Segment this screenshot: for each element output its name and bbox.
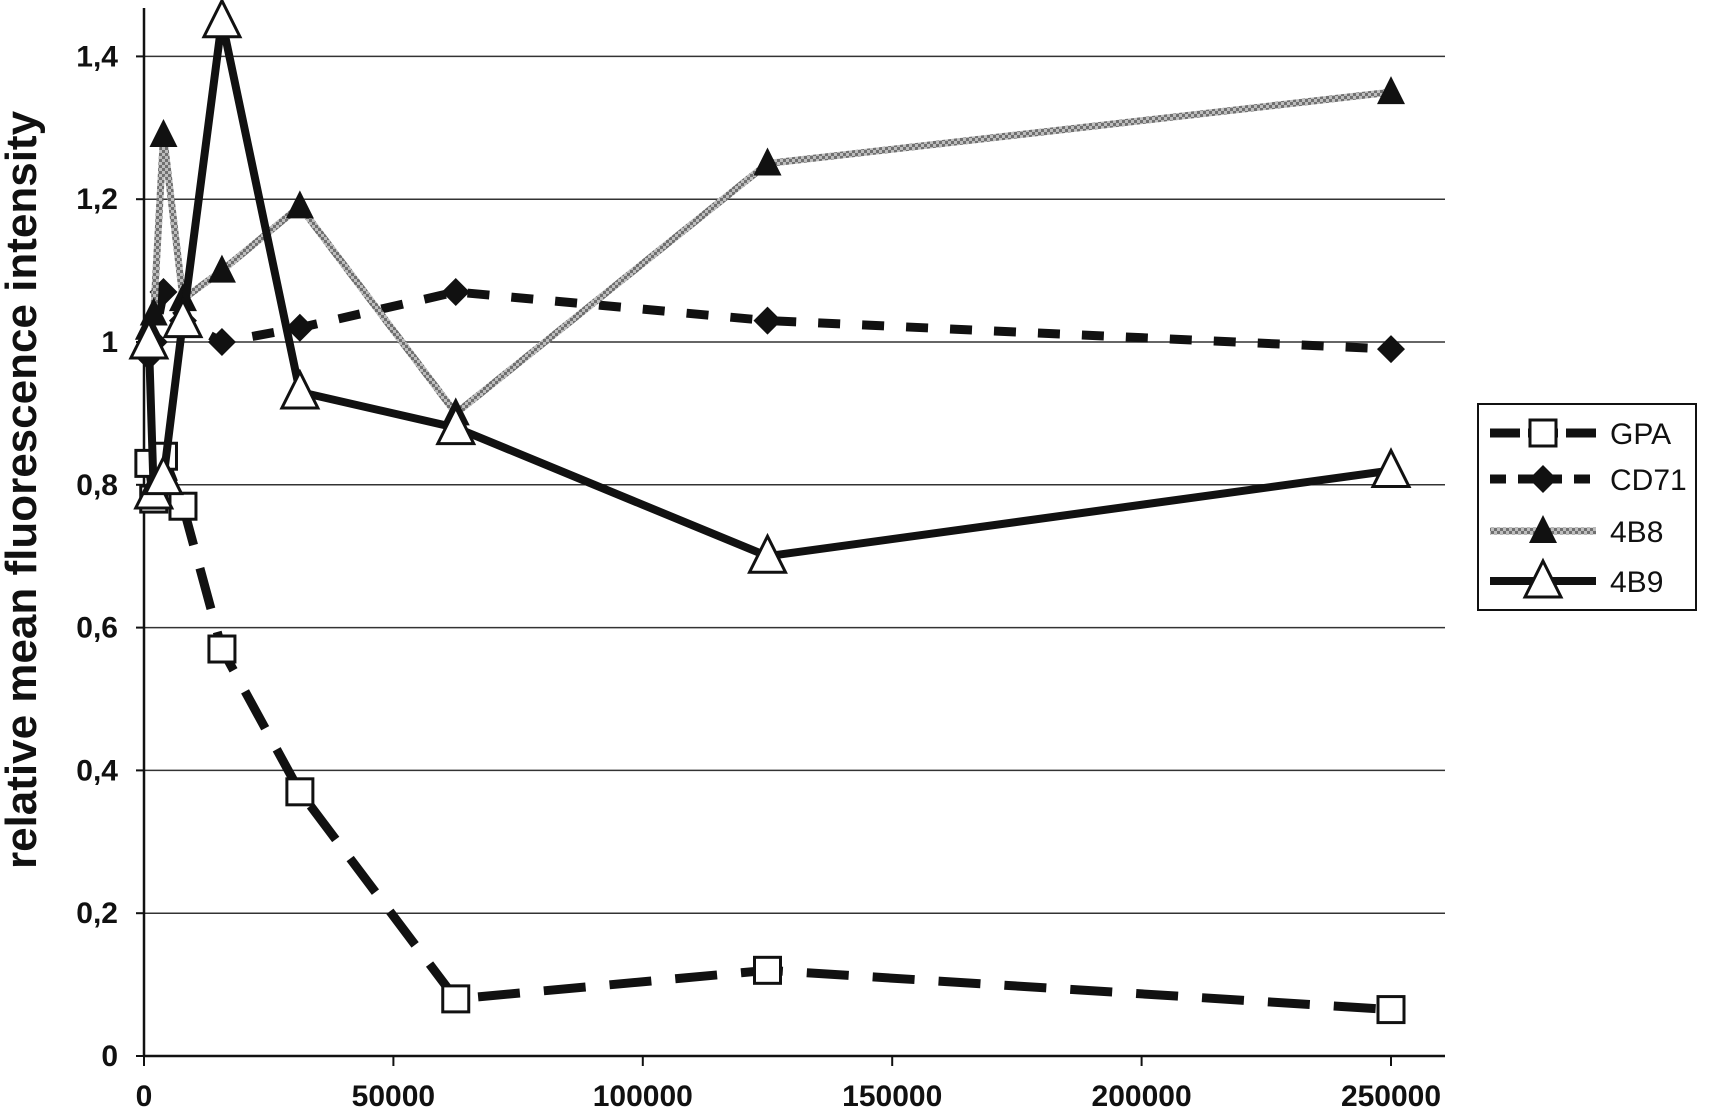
data-point-4b8 xyxy=(286,190,314,218)
series-4b9 xyxy=(131,1,1409,573)
data-point-gpa xyxy=(443,986,469,1012)
y-tick-label: 0,4 xyxy=(76,754,118,787)
data-point-4b8 xyxy=(149,119,177,147)
data-point-cd71 xyxy=(208,328,236,356)
y-tick-label: 0 xyxy=(101,1040,118,1073)
data-point-cd71 xyxy=(754,307,782,335)
data-point-gpa xyxy=(1378,997,1404,1023)
y-axis-title: relative mean fluorescence intensity xyxy=(0,110,46,869)
legend-label-gpa: GPA xyxy=(1610,418,1671,451)
data-point-cd71 xyxy=(442,278,470,306)
data-point-gpa xyxy=(755,957,781,983)
legend-label-4b9: 4B9 xyxy=(1610,566,1663,599)
series-4b8 xyxy=(135,76,1405,425)
y-tick-label: 0,8 xyxy=(76,469,118,502)
x-tick-label: 250000 xyxy=(1341,1080,1441,1111)
y-tick-label: 1,2 xyxy=(76,183,118,216)
y-tick-label: 1 xyxy=(101,326,118,359)
series-gpa xyxy=(136,443,1404,1022)
data-point-gpa xyxy=(209,636,235,662)
x-tick-label: 100000 xyxy=(593,1080,693,1111)
legend-marker-gpa xyxy=(1530,420,1556,446)
legend-label-cd71: CD71 xyxy=(1610,464,1687,497)
x-tick-label: 0 xyxy=(136,1080,153,1111)
data-point-4b9 xyxy=(165,301,201,337)
x-tick-label: 50000 xyxy=(352,1080,435,1111)
series-line-4b8 xyxy=(149,92,1391,413)
data-point-4b9 xyxy=(204,1,240,37)
legend-label-4b8: 4B8 xyxy=(1610,516,1663,549)
series-cd71 xyxy=(135,278,1405,370)
data-point-gpa xyxy=(287,779,313,805)
y-tick-label: 0,6 xyxy=(76,612,118,645)
series-line-4b9 xyxy=(149,21,1391,557)
data-point-gpa xyxy=(170,493,196,519)
x-tick-label: 200000 xyxy=(1092,1080,1192,1111)
series-group xyxy=(131,1,1409,1023)
data-point-4b9 xyxy=(282,372,318,408)
gridlines xyxy=(144,56,1445,913)
y-tick-label: 0,2 xyxy=(76,897,118,930)
data-point-cd71 xyxy=(1377,335,1405,363)
y-tick-label: 1,4 xyxy=(76,40,118,73)
x-tick-label: 150000 xyxy=(842,1080,942,1111)
legend: GPA CD71 4B8 4B9 xyxy=(1478,404,1696,610)
